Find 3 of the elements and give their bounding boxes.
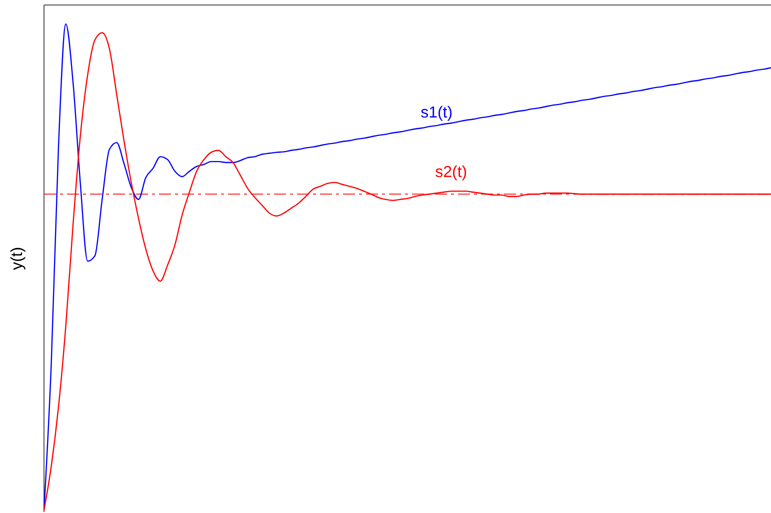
series-label: s1(t): [420, 104, 453, 122]
y-axis-title: y(t): [9, 246, 26, 270]
series-label: s2(t): [435, 164, 468, 182]
